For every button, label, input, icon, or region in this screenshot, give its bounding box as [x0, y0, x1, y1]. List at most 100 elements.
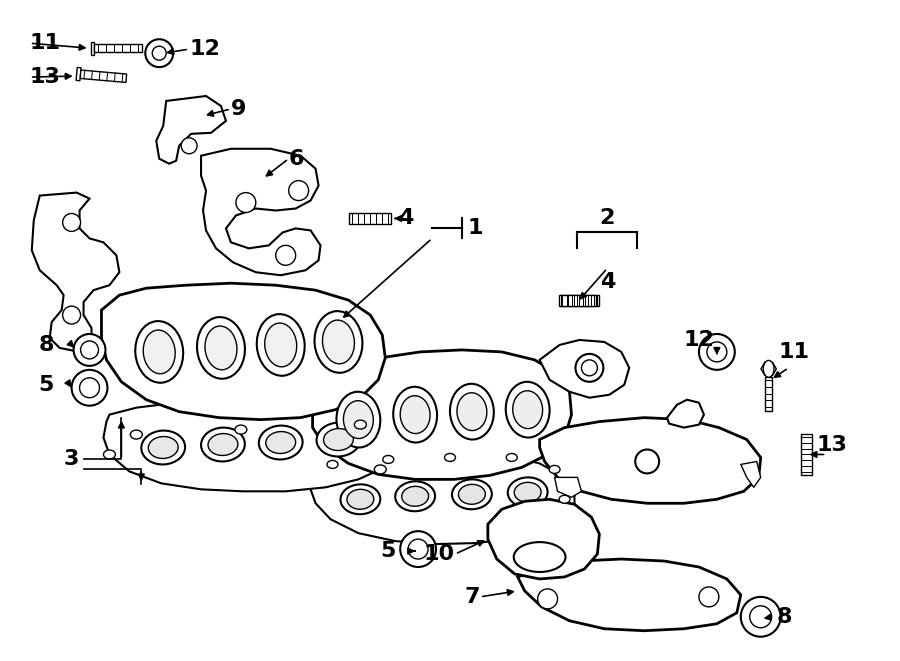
Ellipse shape	[337, 392, 381, 447]
Ellipse shape	[235, 425, 247, 434]
Ellipse shape	[148, 436, 178, 459]
Circle shape	[699, 334, 734, 370]
Polygon shape	[157, 96, 226, 164]
Ellipse shape	[327, 461, 338, 469]
Circle shape	[81, 341, 98, 359]
Ellipse shape	[508, 477, 547, 507]
Polygon shape	[554, 477, 581, 497]
Ellipse shape	[265, 323, 297, 367]
Polygon shape	[349, 213, 392, 224]
Circle shape	[575, 354, 603, 382]
Ellipse shape	[514, 542, 565, 572]
Text: 4: 4	[599, 272, 615, 292]
Circle shape	[63, 306, 81, 324]
Circle shape	[275, 245, 296, 265]
Circle shape	[741, 597, 780, 637]
Ellipse shape	[323, 428, 354, 451]
Ellipse shape	[355, 420, 366, 429]
Circle shape	[289, 180, 309, 200]
Polygon shape	[518, 559, 741, 631]
Ellipse shape	[314, 311, 363, 373]
Ellipse shape	[445, 453, 455, 461]
Text: 10: 10	[424, 544, 455, 564]
Polygon shape	[667, 400, 704, 428]
Polygon shape	[94, 44, 142, 52]
Ellipse shape	[340, 485, 381, 514]
Ellipse shape	[135, 321, 184, 383]
Circle shape	[63, 214, 81, 231]
Ellipse shape	[452, 479, 491, 509]
Ellipse shape	[344, 401, 374, 438]
Ellipse shape	[197, 317, 245, 379]
Polygon shape	[540, 418, 760, 503]
Circle shape	[145, 39, 173, 67]
Circle shape	[400, 531, 436, 567]
Circle shape	[181, 137, 197, 154]
Ellipse shape	[266, 432, 295, 453]
Text: 8: 8	[38, 335, 54, 355]
Polygon shape	[488, 499, 599, 579]
Ellipse shape	[256, 314, 305, 375]
Ellipse shape	[382, 455, 393, 463]
Text: 12: 12	[189, 39, 220, 59]
Ellipse shape	[205, 326, 237, 369]
Ellipse shape	[141, 430, 185, 465]
Text: 5: 5	[380, 541, 395, 561]
Ellipse shape	[450, 384, 494, 440]
Ellipse shape	[506, 382, 550, 438]
Text: 6: 6	[289, 149, 304, 169]
Polygon shape	[559, 295, 597, 305]
Polygon shape	[540, 340, 629, 398]
Ellipse shape	[317, 422, 360, 457]
Text: 7: 7	[464, 587, 480, 607]
Polygon shape	[741, 461, 760, 487]
Ellipse shape	[763, 360, 774, 377]
Ellipse shape	[130, 430, 142, 439]
Text: 2: 2	[599, 208, 615, 229]
Ellipse shape	[458, 485, 485, 504]
Text: 8: 8	[777, 607, 792, 627]
Circle shape	[750, 606, 771, 628]
Text: 13: 13	[816, 434, 847, 455]
Ellipse shape	[393, 387, 437, 442]
Circle shape	[581, 360, 598, 376]
Ellipse shape	[104, 450, 115, 459]
Ellipse shape	[322, 320, 355, 364]
Polygon shape	[91, 42, 94, 55]
Polygon shape	[765, 377, 772, 410]
Ellipse shape	[513, 391, 543, 428]
Ellipse shape	[208, 434, 238, 455]
Ellipse shape	[549, 465, 560, 473]
Circle shape	[152, 46, 166, 60]
Polygon shape	[102, 283, 385, 420]
Circle shape	[72, 370, 107, 406]
Ellipse shape	[457, 393, 487, 430]
Text: 11: 11	[778, 342, 810, 362]
Ellipse shape	[514, 483, 541, 502]
Ellipse shape	[400, 396, 430, 434]
Ellipse shape	[395, 481, 435, 511]
Circle shape	[699, 587, 719, 607]
Ellipse shape	[346, 489, 374, 509]
Ellipse shape	[143, 330, 176, 373]
Polygon shape	[560, 295, 599, 305]
Circle shape	[236, 192, 256, 212]
Circle shape	[74, 334, 105, 366]
Text: 13: 13	[30, 67, 60, 87]
Text: 11: 11	[30, 33, 61, 54]
Polygon shape	[32, 192, 120, 352]
Polygon shape	[761, 362, 777, 375]
Circle shape	[537, 589, 557, 609]
Ellipse shape	[507, 453, 517, 461]
Text: 3: 3	[64, 449, 79, 469]
Circle shape	[635, 449, 659, 473]
Circle shape	[706, 342, 727, 362]
Polygon shape	[80, 70, 127, 83]
Polygon shape	[104, 400, 391, 491]
Text: 12: 12	[683, 330, 715, 350]
Ellipse shape	[374, 465, 386, 474]
Polygon shape	[76, 67, 81, 81]
Text: 5: 5	[39, 375, 54, 395]
Polygon shape	[312, 350, 572, 479]
Ellipse shape	[259, 426, 302, 459]
